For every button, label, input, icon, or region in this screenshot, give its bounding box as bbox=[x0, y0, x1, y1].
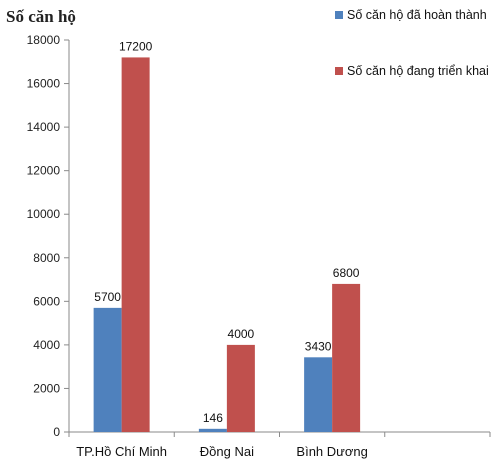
y-tick-label: 10000 bbox=[27, 207, 61, 221]
legend-swatch bbox=[335, 11, 343, 19]
x-tick-label: TP.Hồ Chí Minh bbox=[76, 444, 167, 459]
data-labels: 5700 17200 146 4000 3430 6800 bbox=[94, 39, 360, 424]
y-tick-label: 2000 bbox=[33, 381, 60, 395]
data-label: 146 bbox=[203, 411, 223, 425]
y-axis-title: Số căn hộ bbox=[6, 7, 76, 26]
bar-completed bbox=[304, 357, 333, 432]
legend-label: Số căn hộ đã hoàn thành bbox=[347, 8, 487, 22]
y-tick-label: 0 bbox=[53, 425, 60, 439]
bar-completed bbox=[93, 307, 122, 432]
data-label: 17200 bbox=[119, 39, 153, 53]
y-tick-label: 18000 bbox=[27, 33, 61, 47]
y-tick-label: 8000 bbox=[33, 251, 60, 265]
y-tick-label: 4000 bbox=[33, 338, 60, 352]
x-tick-label: Bình Dương bbox=[296, 444, 367, 459]
y-tick-label: 14000 bbox=[27, 120, 61, 134]
y-tick-label: 12000 bbox=[27, 164, 61, 178]
bar-in-progress bbox=[332, 283, 361, 432]
legend-label: Số căn hộ đang triển khai bbox=[347, 64, 489, 78]
bar-in-progress bbox=[121, 57, 150, 433]
data-label: 3430 bbox=[305, 339, 332, 353]
bar-in-progress bbox=[226, 344, 255, 432]
bar-completed bbox=[198, 428, 227, 432]
data-label: 4000 bbox=[228, 327, 255, 341]
data-label: 6800 bbox=[333, 266, 360, 280]
legend: Số căn hộ đã hoàn thành Số căn hộ đang tr… bbox=[335, 8, 489, 78]
y-tick-label: 6000 bbox=[33, 294, 60, 308]
axes: 0 2000 4000 6000 8000 10000 12000 14000 16000 180… bbox=[27, 33, 491, 459]
x-tick-label: Đồng Nai bbox=[200, 444, 254, 459]
bars bbox=[93, 57, 361, 433]
y-tick-label: 16000 bbox=[27, 77, 61, 91]
data-label: 5700 bbox=[94, 290, 121, 304]
legend-swatch bbox=[335, 67, 343, 75]
